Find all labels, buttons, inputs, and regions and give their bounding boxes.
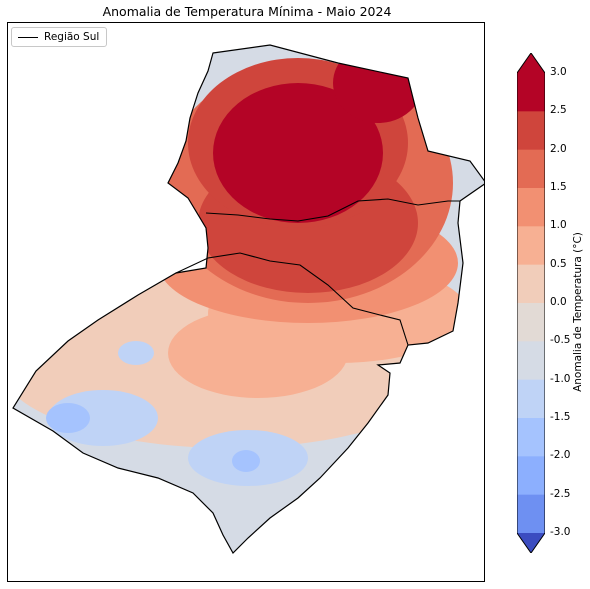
colorbar-band [517, 341, 545, 381]
legend-line-swatch [18, 37, 38, 38]
colorbar [517, 53, 545, 553]
colorbar-band [517, 264, 545, 304]
anomaly-field [13, 45, 484, 553]
colorbar-band [517, 418, 545, 457]
map-title: Anomalia de Temperatura Mínima - Maio 20… [102, 4, 392, 19]
colorbar-band [517, 303, 545, 342]
colorbar-tick-label: 2.0 [550, 142, 567, 155]
colorbar-band [517, 494, 545, 534]
colorbar-band [517, 379, 545, 419]
colorbar-tick-label: 0.0 [550, 296, 567, 308]
colorbar-tick-label: 0.5 [550, 257, 567, 270]
colorbar-band [517, 226, 545, 266]
anomaly-map [12, 44, 484, 554]
colorbar-extend-min [517, 533, 545, 553]
colorbar-tick-label: -2.0 [550, 449, 571, 462]
colorbar-tick-label: -0.5 [550, 334, 571, 347]
colorbar-band [517, 149, 545, 189]
colorbar-band [517, 188, 545, 227]
map-legend: Região Sul [11, 27, 107, 47]
state-border-pr-sc [205, 198, 460, 222]
colorbar-tick-label: -2.5 [550, 487, 571, 500]
colorbar-tick-label: 2.5 [550, 104, 567, 117]
map-frame [7, 22, 485, 582]
colorbar-band [517, 111, 545, 151]
state-border-sc-rs [175, 252, 409, 346]
colorbar-band [517, 73, 545, 112]
colorbar-band [517, 456, 545, 496]
regiao-sul-outline [12, 44, 484, 554]
colorbar-extend-max [517, 53, 545, 73]
colorbar-tick-label: -1.0 [550, 372, 571, 385]
colorbar-tick-label: 1.5 [550, 181, 567, 193]
colorbar-axis-label: Anomalia de Temperatura (°C) [572, 232, 584, 392]
colorbar-tick-label: 3.0 [550, 66, 567, 78]
colorbar-tick-label: -1.5 [550, 411, 571, 423]
colorbar-tick-label: -3.0 [550, 526, 571, 538]
legend-label: Região Sul [44, 31, 100, 43]
colorbar-tick-label: 1.0 [550, 219, 567, 232]
